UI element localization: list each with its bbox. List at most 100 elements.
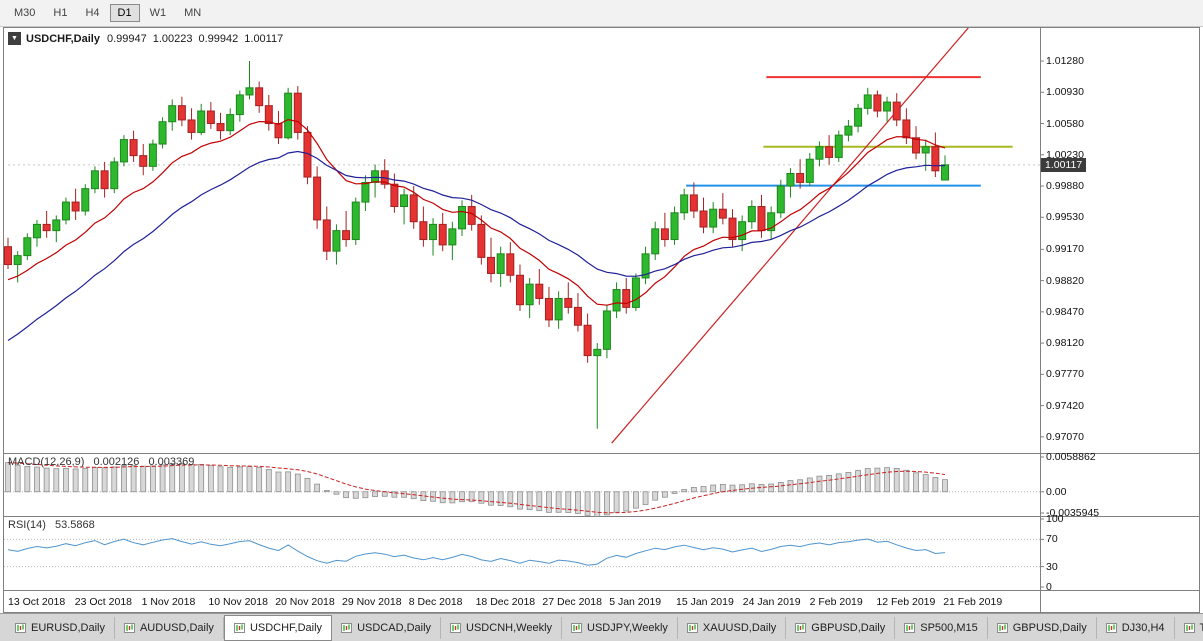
date-axis-label: 15 Jan 2019 <box>676 596 734 608</box>
tab-label: EURUSD,Daily <box>31 622 105 634</box>
ohlc-low: 0.99942 <box>199 33 239 45</box>
chart-tab-tech1[interactable]: TECH1 <box>1175 617 1203 639</box>
tab-chart-icon <box>1184 623 1195 633</box>
chart-tab-xauusd-daily[interactable]: XAUUSD,Daily <box>678 617 786 639</box>
rsi-indicator-header: RSI(14) 53.5868 <box>8 519 101 531</box>
date-axis-label: 18 Dec 2018 <box>476 596 536 608</box>
chart-tab-bar: EURUSD,Daily AUDUSD,Daily USDCHF,Daily USDC… <box>0 613 1203 641</box>
chart-symbol-label: USDCHF,Daily <box>26 33 100 45</box>
tab-label: USDCNH,Weekly <box>466 622 552 634</box>
timeframe-toolbar: M30H1H4D1W1MN <box>0 0 1203 27</box>
rsi-axis-label: 0 <box>1046 581 1052 593</box>
tab-chart-icon <box>997 623 1008 633</box>
price-axis-label: 0.99170 <box>1046 243 1084 255</box>
price-axis-label: 0.98820 <box>1046 275 1084 287</box>
date-axis-label: 1 Nov 2018 <box>142 596 196 608</box>
timeframe-button-w1[interactable]: W1 <box>142 4 175 22</box>
ohlc-open: 0.99947 <box>107 33 147 45</box>
chart-tab-usdcnh-weekly[interactable]: USDCNH,Weekly <box>441 617 562 639</box>
chart-tab-usdjpy-weekly[interactable]: USDJPY,Weekly <box>562 617 678 639</box>
rsi-axis-label: 30 <box>1046 561 1058 573</box>
ohlc-high: 1.00223 <box>153 33 193 45</box>
tab-label: GBPUSD,Daily <box>1013 622 1087 634</box>
price-axis-label: 1.00230 <box>1046 149 1084 161</box>
date-axis-label: 10 Nov 2018 <box>208 596 268 608</box>
date-axis-label: 23 Oct 2018 <box>75 596 132 608</box>
timeframe-button-m30[interactable]: M30 <box>6 4 43 22</box>
rsi-axis-label: 70 <box>1046 533 1058 545</box>
tab-chart-icon <box>234 623 245 633</box>
macd-value-main: 0.002126 <box>93 456 139 468</box>
date-axis-label: 2 Feb 2019 <box>810 596 863 608</box>
symbol-dropdown-icon[interactable]: ▼ <box>8 32 21 45</box>
tab-label: DJ30,H4 <box>1122 622 1165 634</box>
macd-indicator-header: MACD(12,26,9) 0.002126 0.003369 <box>8 456 200 468</box>
date-axis-label: 12 Feb 2019 <box>876 596 935 608</box>
chart-tab-gbpusd-daily[interactable]: GBPUSD,Daily <box>988 617 1097 639</box>
tab-label: USDCAD,Daily <box>357 622 431 634</box>
tab-chart-icon <box>904 623 915 633</box>
price-axis-label: 0.98470 <box>1046 306 1084 318</box>
price-axis-label: 1.00930 <box>1046 86 1084 98</box>
ma-slow-line <box>8 152 945 341</box>
tab-label: AUDUSD,Daily <box>140 622 214 634</box>
rsi-layer <box>4 539 1040 567</box>
tab-chart-icon <box>1106 623 1117 633</box>
candles-layer <box>5 61 949 429</box>
chart-tab-gbpusd-daily[interactable]: GBPUSD,Daily <box>786 617 895 639</box>
price-chart-layer[interactable] <box>5 28 1042 443</box>
tab-chart-icon <box>124 623 135 633</box>
date-axis-label: 5 Jan 2019 <box>609 596 661 608</box>
price-axis-label: 0.97420 <box>1046 400 1084 412</box>
date-axis-label: 21 Feb 2019 <box>943 596 1002 608</box>
tab-chart-icon <box>795 623 806 633</box>
tab-chart-icon <box>687 623 698 633</box>
rsi-value: 53.5868 <box>55 519 95 531</box>
chart-tab-usdcad-daily[interactable]: USDCAD,Daily <box>332 617 441 639</box>
rsi-axis-label: 100 <box>1046 513 1064 525</box>
date-axis-label: 20 Nov 2018 <box>275 596 335 608</box>
price-axis-label: 0.99530 <box>1046 211 1084 223</box>
macd-axis-label: 0.0058862 <box>1046 451 1096 463</box>
macd-value-signal: 0.003369 <box>148 456 194 468</box>
chart-tab-audusd-daily[interactable]: AUDUSD,Daily <box>115 617 224 639</box>
tab-label: USDCHF,Daily <box>250 622 322 634</box>
chart-ohlc-header: ▼ USDCHF,Daily 0.99947 1.00223 0.99942 1… <box>8 32 289 45</box>
timeframe-button-mn[interactable]: MN <box>176 4 209 22</box>
rsi-label: RSI(14) <box>8 519 46 531</box>
tab-chart-icon <box>15 623 26 633</box>
tab-chart-icon <box>571 623 582 633</box>
tab-label: TECH1 <box>1200 622 1203 634</box>
tab-chart-icon <box>450 623 461 633</box>
price-axis-label: 0.97770 <box>1046 368 1084 380</box>
chart-tab-dj30-h4[interactable]: DJ30,H4 <box>1097 617 1175 639</box>
tab-label: USDJPY,Weekly <box>587 622 668 634</box>
macd-axis-label: 0.00 <box>1046 486 1066 498</box>
date-axis-label: 13 Oct 2018 <box>8 596 65 608</box>
chart-canvas[interactable] <box>0 0 1203 641</box>
price-axis-label: 0.98120 <box>1046 337 1084 349</box>
timeframe-button-d1[interactable]: D1 <box>110 4 140 22</box>
date-axis-label: 24 Jan 2019 <box>743 596 801 608</box>
tab-label: GBPUSD,Daily <box>811 622 885 634</box>
tab-chart-icon <box>341 623 352 633</box>
macd-signal-line <box>8 463 945 513</box>
chart-tab-sp500-m15[interactable]: SP500,M15 <box>895 617 987 639</box>
timeframe-button-h4[interactable]: H4 <box>77 4 107 22</box>
price-axis-label: 0.97070 <box>1046 431 1084 443</box>
tab-label: XAUUSD,Daily <box>703 622 776 634</box>
price-axis-label: 0.99880 <box>1046 180 1084 192</box>
price-axis-label: 1.01280 <box>1046 55 1084 67</box>
macd-label: MACD(12,26,9) <box>8 456 84 468</box>
tab-label: SP500,M15 <box>920 622 977 634</box>
macd-layer <box>4 463 1040 517</box>
date-axis-label: 27 Dec 2018 <box>542 596 602 608</box>
date-axis-label: 8 Dec 2018 <box>409 596 463 608</box>
chart-tab-eurusd-daily[interactable]: EURUSD,Daily <box>6 617 115 639</box>
ohlc-close: 1.00117 <box>244 33 283 45</box>
date-axis-label: 29 Nov 2018 <box>342 596 402 608</box>
price-axis-label: 1.00580 <box>1046 118 1084 130</box>
timeframe-button-h1[interactable]: H1 <box>45 4 75 22</box>
rsi-line <box>8 539 945 566</box>
chart-tab-usdchf-daily[interactable]: USDCHF,Daily <box>224 615 332 641</box>
